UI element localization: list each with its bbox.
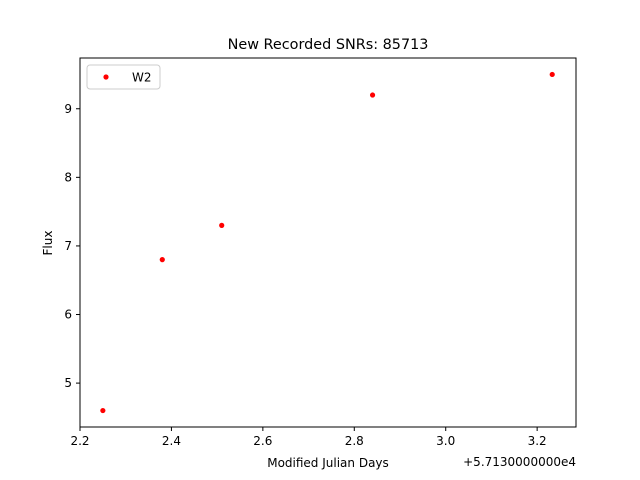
- y-tick-label: 5: [64, 376, 72, 390]
- x-tick-label: 2.2: [70, 434, 89, 448]
- plot-area: [79, 57, 577, 428]
- x-tick-label: 2.4: [162, 434, 181, 448]
- legend-marker-w2: [103, 74, 109, 80]
- y-tick-label: 8: [64, 170, 72, 184]
- x-offset-label: +5.7130000000e4: [463, 455, 576, 469]
- legend-box: [86, 64, 161, 90]
- legend: W2: [86, 64, 161, 90]
- data-point: [219, 222, 225, 228]
- chart-title: New Recorded SNRs: 85713: [228, 37, 429, 53]
- data-point: [159, 257, 165, 263]
- y-axis-label: Flux: [41, 231, 55, 256]
- y-axis-ticks: 5 6 7 8 9: [64, 102, 80, 390]
- legend-label-w2: W2: [132, 71, 152, 85]
- data-point: [369, 92, 376, 98]
- x-axis-label: Modified Julian Days: [267, 456, 389, 470]
- data-point: [100, 407, 106, 414]
- y-tick-label: 7: [64, 239, 72, 253]
- x-tick-label: 2.8: [345, 434, 364, 448]
- x-tick-label: 2.6: [253, 434, 272, 448]
- axes-frame: [79, 57, 577, 428]
- x-tick-label: 3.2: [528, 434, 547, 448]
- y-tick-label: 6: [64, 308, 72, 322]
- y-tick-label: 9: [64, 102, 72, 116]
- x-tick-label: 3.0: [436, 434, 455, 448]
- data-point: [549, 71, 555, 78]
- data-points: [100, 71, 555, 414]
- x-axis-ticks: 2.2 2.4 2.6 2.8 3.0 3.2: [70, 427, 547, 448]
